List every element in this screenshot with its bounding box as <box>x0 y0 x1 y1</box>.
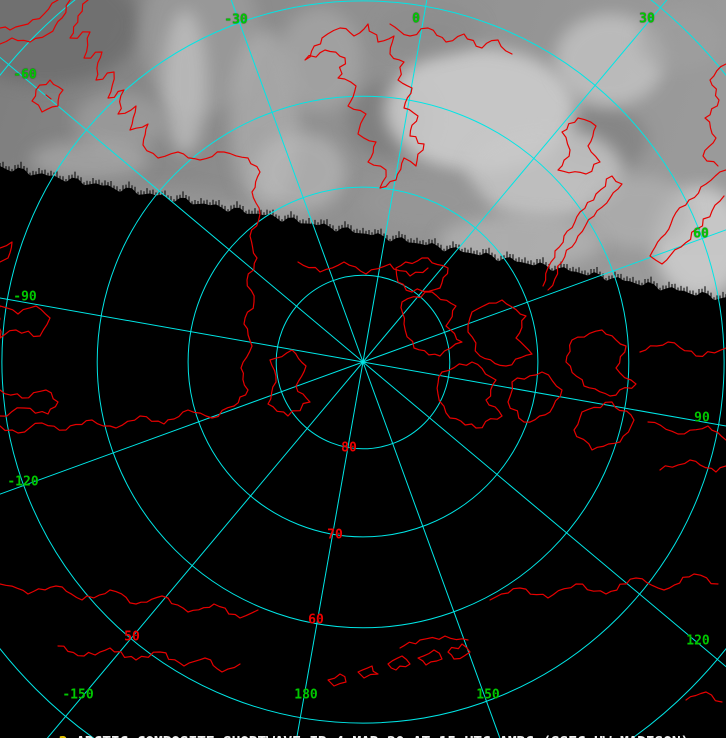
longitude-label: 0 <box>412 11 420 27</box>
daylight-imagery-region <box>0 0 726 301</box>
longitude-label: 60 <box>693 226 709 242</box>
latitude-label: 50 <box>124 629 140 645</box>
longitude-label: -150 <box>62 687 94 703</box>
longitude-label: 30 <box>639 11 655 27</box>
caption-index: 3 <box>59 733 68 738</box>
caption-bar: 3 ARCTIC COMPOSITE SHORTWAVE IR 4 MAR 20 … <box>24 715 690 738</box>
longitude-label: -120 <box>7 474 39 490</box>
longitude-label: -30 <box>224 12 248 28</box>
longitude-label: 180 <box>294 687 318 703</box>
longitude-label: 90 <box>694 410 710 426</box>
coastline-overlay <box>0 0 726 703</box>
caption-text: ARCTIC COMPOSITE SHORTWAVE IR 4 MAR 20 A… <box>76 733 689 738</box>
longitude-label: -90 <box>13 289 37 305</box>
latitude-label: 60 <box>308 612 324 628</box>
longitude-label: -60 <box>13 67 37 83</box>
longitude-label: 150 <box>476 687 500 703</box>
latitude-label: 70 <box>327 527 343 543</box>
latitude-label: 80 <box>341 440 357 456</box>
longitude-label: 120 <box>686 633 710 649</box>
